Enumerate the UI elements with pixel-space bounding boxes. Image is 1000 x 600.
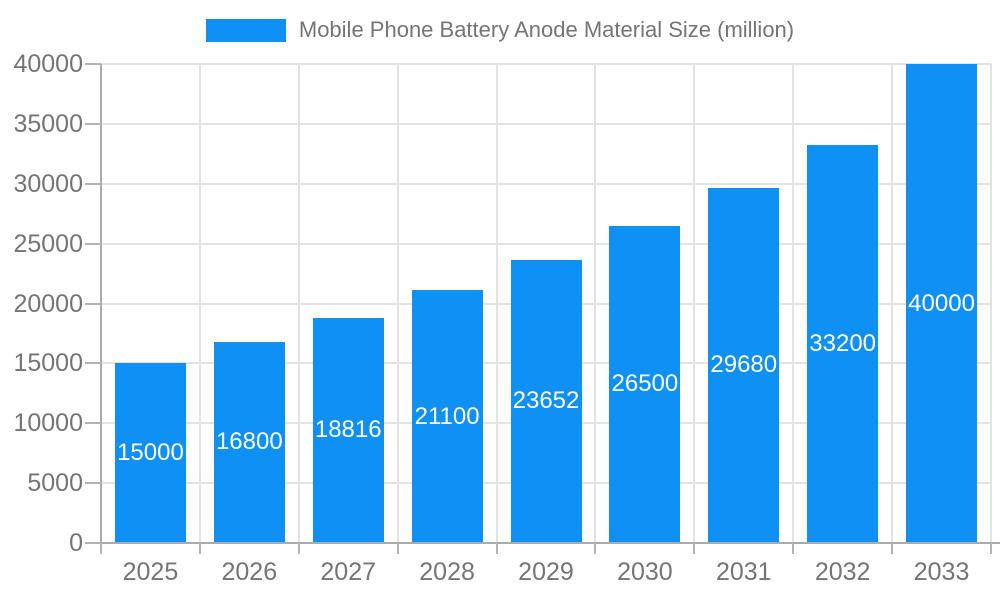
x-tick-mark: [792, 543, 795, 554]
v-gridline: [693, 64, 696, 543]
x-tick-mark: [495, 543, 498, 554]
v-gridline: [495, 64, 498, 543]
h-gridline: [101, 242, 991, 245]
bar[interactable]: 16800: [213, 341, 285, 543]
y-tick-label: 5000: [27, 469, 83, 498]
bar-value-label: 40000: [908, 289, 975, 317]
legend-swatch-icon[interactable]: [205, 18, 286, 42]
x-tick-label: 2026: [221, 558, 278, 586]
x-tick-label: 2030: [617, 558, 673, 586]
x-tick-mark: [891, 543, 894, 554]
y-tick-mark: [85, 542, 101, 544]
y-tick-label: 0: [69, 529, 83, 557]
x-tick-mark: [100, 543, 102, 554]
y-tick-label: 15000: [13, 349, 83, 378]
x-tick-mark: [594, 543, 597, 554]
y-tick-mark: [85, 242, 101, 245]
bar[interactable]: 26500: [609, 225, 681, 543]
x-tick-label: 2031: [715, 558, 772, 586]
bar[interactable]: 33200: [807, 145, 879, 543]
x-tick-label: 2032: [814, 558, 871, 586]
bar-value-label: 33200: [809, 330, 877, 358]
y-tick-mark: [85, 182, 101, 185]
y-tick-mark: [85, 362, 101, 365]
x-tick-label: 2028: [419, 558, 475, 586]
y-tick-label: 35000: [13, 109, 83, 138]
bar-value-label: 21100: [414, 402, 480, 430]
h-gridline: [101, 182, 991, 185]
bar[interactable]: 15000: [114, 363, 186, 543]
y-tick-mark: [85, 122, 101, 125]
x-tick-label: 2029: [518, 558, 574, 586]
v-gridline: [891, 64, 894, 543]
bar-value-label: 23652: [512, 387, 580, 415]
y-tick-mark: [85, 422, 101, 425]
y-tick-label: 10000: [13, 409, 83, 438]
x-tick-mark: [990, 543, 992, 554]
bar[interactable]: 29680: [708, 187, 780, 543]
v-gridline: [594, 64, 597, 543]
bar-value-label: 18816: [314, 416, 382, 444]
x-axis-line: [85, 542, 1000, 544]
y-tick-label: 20000: [13, 289, 83, 318]
x-tick-label: 2025: [122, 558, 179, 586]
bar-value-label: 29680: [710, 351, 778, 379]
bar[interactable]: 18816: [312, 317, 384, 543]
y-tick-label: 40000: [13, 50, 83, 78]
y-axis-line: [100, 64, 102, 543]
h-gridline: [101, 122, 991, 125]
x-tick-label: 2033: [913, 558, 970, 586]
x-tick-label: 2027: [320, 558, 377, 586]
y-tick-mark: [85, 302, 101, 305]
bar[interactable]: 21100: [411, 290, 483, 543]
bar[interactable]: 40000: [906, 64, 978, 543]
x-tick-mark: [396, 543, 399, 554]
v-gridline: [396, 64, 399, 543]
y-tick-label: 25000: [13, 229, 83, 258]
bar-value-label: 16800: [215, 428, 283, 456]
v-gridline: [198, 64, 201, 543]
y-tick-mark: [85, 63, 101, 65]
bar-value-label: 26500: [611, 370, 679, 398]
bar-value-label: 15000: [117, 439, 184, 467]
x-tick-mark: [693, 543, 696, 554]
legend-series-label[interactable]: Mobile Phone Battery Anode Material Size…: [298, 17, 795, 42]
v-gridline: [990, 64, 992, 543]
y-tick-mark: [85, 482, 101, 485]
bar[interactable]: 23652: [510, 259, 582, 543]
v-gridline: [792, 64, 795, 543]
x-tick-mark: [297, 543, 300, 554]
h-gridline: [101, 63, 991, 65]
chart-legend[interactable]: Mobile Phone Battery Anode Material Size…: [0, 17, 1000, 43]
y-tick-label: 30000: [13, 169, 83, 198]
v-gridline: [297, 64, 300, 543]
x-tick-mark: [198, 543, 201, 554]
